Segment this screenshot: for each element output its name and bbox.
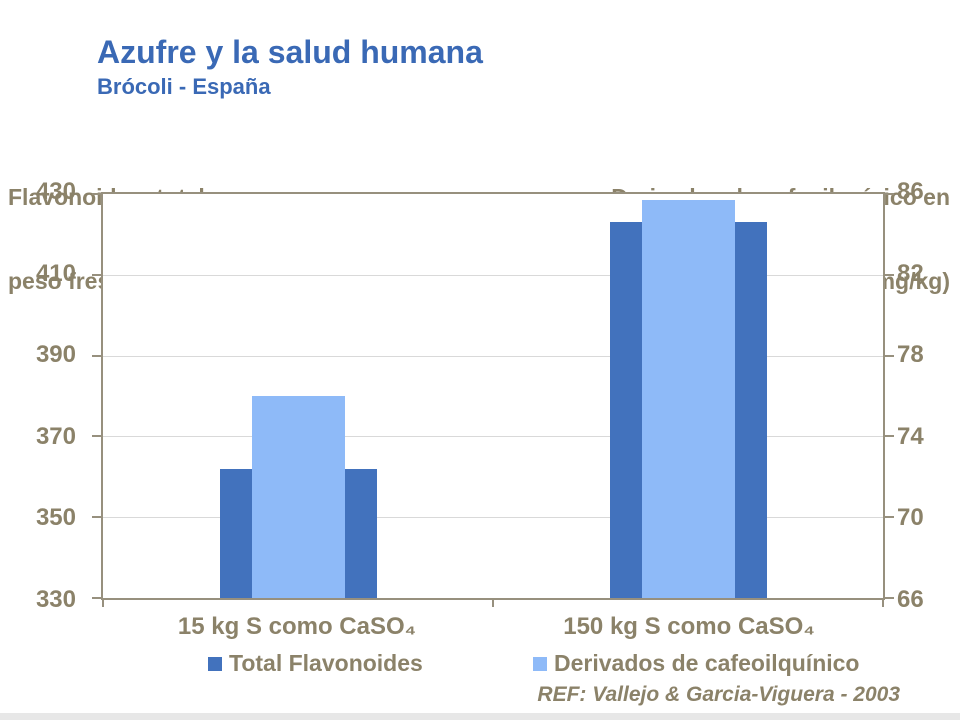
right-tick-label: 70 (897, 504, 924, 532)
gridline (103, 436, 883, 438)
axis-tick-right (885, 273, 894, 276)
bar-derivados-de-cafeoilqu-nico-2 (641, 200, 735, 598)
right-tick-label: 78 (897, 341, 924, 369)
right-tick-label: 74 (897, 422, 924, 450)
reference-credit: REF: Vallejo & Garcia-Viguera - 2003 (537, 683, 900, 706)
axis-tick-left (92, 435, 101, 438)
axis-tick-left (92, 193, 101, 195)
axis-tick-left (92, 273, 101, 276)
page-title: Azufre y la salud humana (97, 34, 483, 70)
gridline (103, 274, 883, 276)
legend-item-derivados-cafeoilquinico: Derivados de cafeoilquínico (533, 650, 859, 677)
gridline (103, 355, 883, 357)
left-tick-label: 350 (35, 504, 76, 532)
bar-derivados-de-cafeoilqu-nico-1 (251, 396, 345, 598)
plot-area (92, 192, 894, 607)
right-tick-label: 66 (897, 586, 924, 613)
axis-tick-bottom (102, 598, 104, 607)
axis-tick-right (885, 516, 894, 519)
axis-tick-bottom (492, 598, 494, 607)
category-label-2: 150 kg S como CaSO₄ (563, 613, 815, 640)
axis-tick-right (885, 193, 894, 195)
category-label-1: 15 kg S como CaSO₄ (177, 613, 417, 640)
legend-label: Derivados de cafeoilquínico (554, 650, 860, 676)
axis-tick-left (92, 516, 101, 519)
left-tick-label: 430 (35, 178, 76, 205)
axis-tick-left (92, 354, 101, 357)
axis-tick-right (885, 354, 894, 357)
page-subtitle: Brócoli - España (97, 74, 271, 99)
legend-swatch-dark-blue (208, 656, 222, 671)
footer-bar (0, 713, 960, 720)
axis-tick-right (885, 435, 894, 438)
left-tick-label: 330 (35, 586, 76, 613)
axis-tick-bottom (882, 598, 884, 607)
legend-item-total-flavonoides: Total Flavonoides (208, 650, 423, 677)
gridline (103, 517, 883, 519)
axis-tick-right (885, 597, 894, 599)
legend-label: Total Flavonoides (229, 650, 423, 676)
left-tick-label: 410 (35, 259, 76, 287)
right-tick-label: 82 (897, 259, 924, 287)
left-axis-tick-labels: 430 410 390 370 350 330 (12, 178, 76, 613)
right-axis-tick-labels: 86 82 78 74 70 66 (897, 178, 960, 613)
axis-tick-left (92, 597, 101, 599)
right-tick-label: 86 (897, 178, 924, 205)
left-tick-label: 370 (35, 422, 76, 450)
left-tick-label: 390 (35, 341, 76, 369)
legend-swatch-light-blue (533, 656, 547, 671)
